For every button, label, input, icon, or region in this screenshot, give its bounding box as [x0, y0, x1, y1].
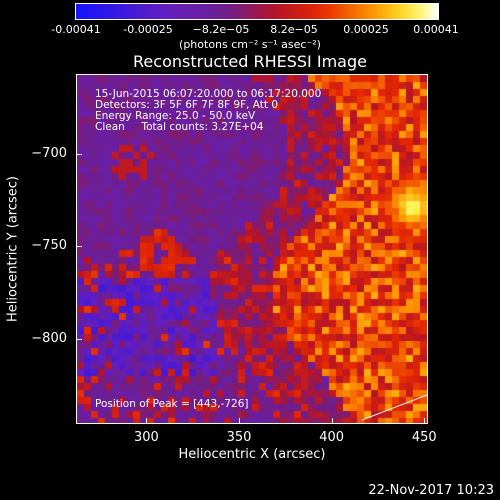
annotation-time: 15-Jun-2015 06:07:20.000 to 06:17:20.000 — [95, 88, 322, 100]
colorbar-tick: -0.00025 — [123, 23, 173, 36]
y-tick-mark — [76, 246, 82, 248]
x-tick-mark — [146, 418, 148, 424]
annotation-counts: Clean Total counts: 3.27E+04 — [95, 121, 264, 133]
x-tick-label: 300 — [133, 430, 159, 445]
x-tick-label: 350 — [226, 430, 252, 445]
y-tick-mark — [76, 153, 82, 155]
x-tick-label: 450 — [411, 430, 437, 445]
colorbar-tick: 0.00041 — [413, 23, 459, 36]
colorbar-unit: (photons cm⁻² s⁻¹ asec⁻²) — [179, 38, 321, 51]
annotation-detectors: Detectors: 3F 5F 6F 7F 8F 9F, Att 0 — [95, 99, 279, 111]
x-tick-mark — [239, 418, 241, 424]
x-tick-mark — [331, 418, 333, 424]
annotation-energy: Energy Range: 25.0 - 50.0 keV — [95, 110, 256, 122]
y-tick-label: −800 — [31, 330, 67, 346]
solar-limb-line — [361, 394, 427, 421]
plot-area: 15-Jun-2015 06:07:20.000 to 06:17:20.000… — [76, 74, 428, 424]
x-tick-mark — [424, 418, 426, 424]
x-axis-label: Heliocentric X (arcsec) — [178, 447, 326, 462]
colorbar-tick: 0.00025 — [343, 23, 389, 36]
heatmap-image — [77, 75, 427, 423]
colorbar-tick: -0.00041 — [51, 23, 101, 36]
datestamp: 22-Nov-2017 10:23 — [368, 483, 494, 498]
y-axis-label: Heliocentric Y (arcsec) — [5, 176, 21, 322]
y-tick-label: −750 — [31, 238, 67, 254]
colorbar-tick: 8.2e−05 — [270, 23, 318, 36]
x-tick-label: 400 — [319, 430, 345, 445]
annotation-peak: Position of Peak = [443,-726] — [95, 398, 249, 410]
chart-title: Reconstructed RHESSI Image — [133, 52, 367, 71]
y-tick-mark — [76, 338, 82, 340]
y-tick-label: −700 — [31, 145, 67, 161]
colorbar — [75, 3, 439, 20]
colorbar-tick: −8.2e−05 — [192, 23, 250, 36]
